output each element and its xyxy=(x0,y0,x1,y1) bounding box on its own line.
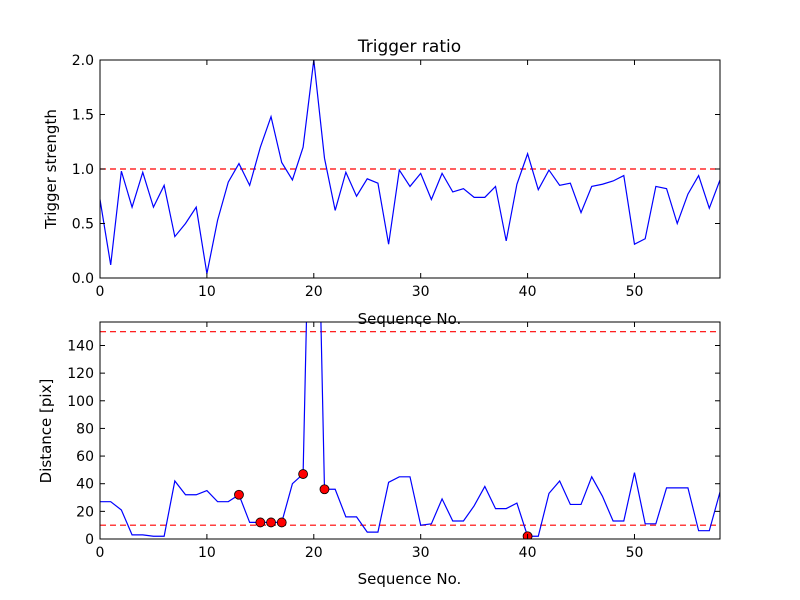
y-tick-label: 2.0 xyxy=(72,53,94,69)
plot-area xyxy=(100,60,720,274)
x-tick-label: 50 xyxy=(626,284,644,300)
data-point xyxy=(266,517,276,528)
x-tick-label: 20 xyxy=(305,545,323,561)
data-point xyxy=(319,484,330,495)
x-tick-label: 30 xyxy=(412,545,430,561)
x-tick-label: 40 xyxy=(519,545,537,561)
x-tick-label: 50 xyxy=(626,545,644,561)
data-point xyxy=(234,489,244,500)
series-line-0 xyxy=(100,322,720,537)
y-tick-label: 1.5 xyxy=(72,108,94,124)
y-axis-label: Distance [pix] xyxy=(37,379,55,484)
x-axis-label: Sequence No. xyxy=(358,570,462,588)
x-tick-label: 10 xyxy=(198,545,216,561)
series-line-0 xyxy=(100,60,720,274)
distance-plot: Sequence No. Distance [pix] 0 10 20 30 40 50 0… xyxy=(37,321,721,588)
y-tick-label: 60 xyxy=(76,449,94,465)
data-point xyxy=(255,517,266,528)
data-point xyxy=(298,469,309,479)
trigger-ratio-plot: Trigger ratio Trigger strength 0 10 20 30 40… xyxy=(42,37,721,300)
x-tick-label: 0 xyxy=(96,545,105,561)
y-tick-label: 0 xyxy=(85,532,94,548)
data-point xyxy=(276,517,287,528)
y-tick-label: 80 xyxy=(76,421,94,437)
x-tick-label: 30 xyxy=(412,284,430,300)
y-tick-label: 40 xyxy=(76,477,94,493)
chart-title: Trigger ratio xyxy=(357,37,461,57)
x-tick-label: 10 xyxy=(198,284,216,300)
y-tick-label: 100 xyxy=(67,394,94,410)
y-tick-label: 20 xyxy=(76,504,94,520)
y-tick-label: 0.0 xyxy=(72,271,94,287)
x-tick-label: 40 xyxy=(519,284,537,300)
x-tick-label: 0 xyxy=(96,284,105,300)
x-axis-label: Sequence No. xyxy=(358,310,462,328)
y-tick-label: 140 xyxy=(67,338,94,354)
plot-frame xyxy=(99,321,721,540)
y-tick-label: 0.5 xyxy=(72,217,94,233)
y-tick-label: 1.0 xyxy=(72,162,94,178)
y-tick-label: 120 xyxy=(67,366,94,382)
y-axis-label: Trigger strength xyxy=(42,109,60,230)
plot-area xyxy=(100,322,720,539)
x-tick-label: 20 xyxy=(305,284,323,300)
